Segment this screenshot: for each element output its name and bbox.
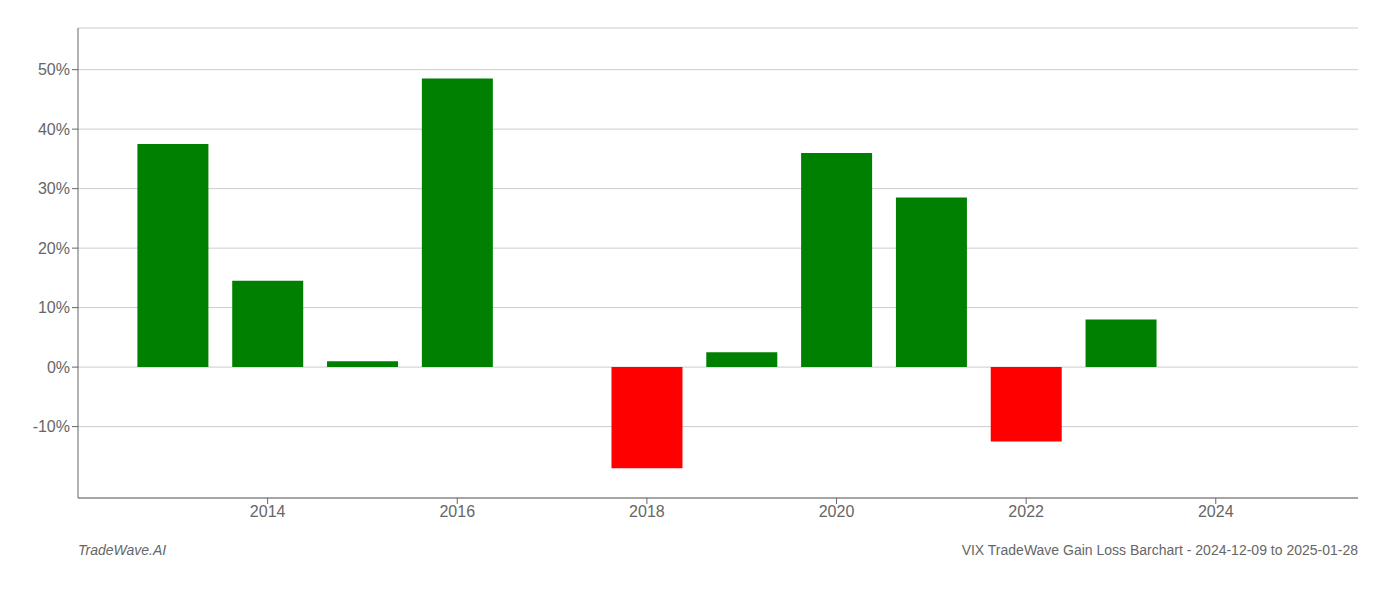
svg-text:50%: 50% [38,61,70,78]
svg-text:2014: 2014 [250,503,286,520]
html-text:TradeWave.AI: TradeWave.AI [78,542,167,558]
svg-text:10%: 10% [38,299,70,316]
svg-text:30%: 30% [38,180,70,197]
svg-text:2024: 2024 [1198,503,1234,520]
svg-text:40%: 40% [38,121,70,138]
html-text:VIX TradeWave Gain Loss Barcha: VIX TradeWave Gain Loss Barchart - 2024-… [961,542,1358,558]
svg-text:-10%: -10% [33,418,70,435]
svg-text:0%: 0% [47,359,70,376]
svg-text:2016: 2016 [439,503,475,520]
svg-text:20%: 20% [38,240,70,257]
svg-text:2020: 2020 [819,503,855,520]
svg-text:2018: 2018 [629,503,665,520]
svg-text:2022: 2022 [1008,503,1044,520]
